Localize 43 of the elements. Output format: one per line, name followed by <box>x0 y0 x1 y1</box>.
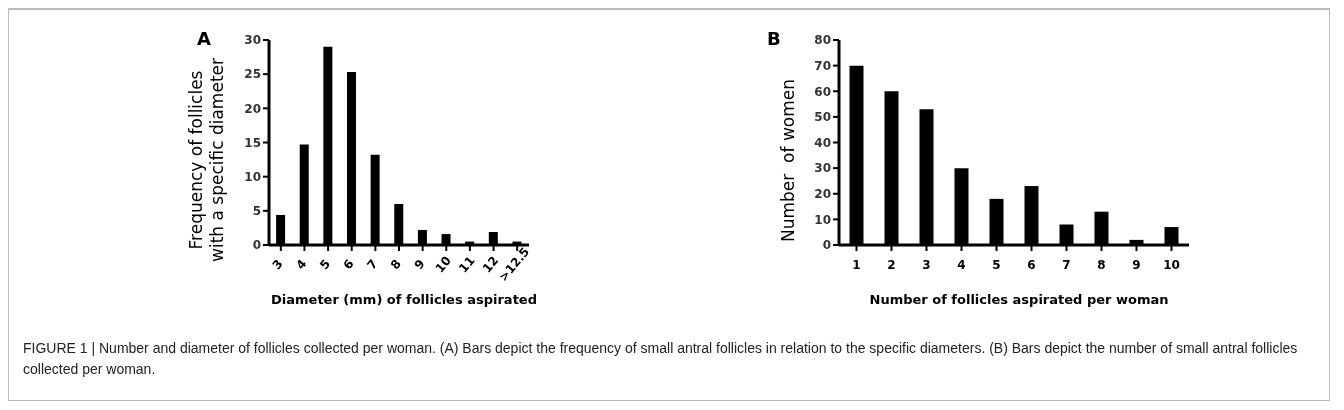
x-tick-label: 8 <box>387 256 404 273</box>
x-tick-label: 7 <box>364 256 381 273</box>
x-tick-label: 8 <box>1097 258 1106 272</box>
y-tick-label: 20 <box>244 101 261 116</box>
x-tick-label: 9 <box>411 256 428 273</box>
y-axis-title: Frequency of follicles with a specific diameter <box>186 58 228 262</box>
x-tick-label: 10 <box>432 253 454 276</box>
y-tick-label: 15 <box>244 135 261 150</box>
x-tick-label: 4 <box>957 258 966 272</box>
y-tick-label: 80 <box>814 33 831 48</box>
y-tick-label: 20 <box>814 187 831 202</box>
y-tick-label: 70 <box>814 58 831 73</box>
y-tick-label: 10 <box>814 212 831 227</box>
x-tick-label: 6 <box>340 256 357 273</box>
chart-title: B <box>767 28 781 49</box>
x-tick-label: 6 <box>1027 258 1036 272</box>
y-tick-label: 0 <box>252 238 261 253</box>
x-tick-label: 11 <box>456 253 478 276</box>
x-axis-title: Number of follicles aspirated per woman <box>868 292 1170 307</box>
x-tick-label: 4 <box>293 256 310 273</box>
x-tick-label: 7 <box>1062 258 1071 272</box>
x-tick-label: 12 <box>479 253 502 276</box>
y-tick-label: 40 <box>814 135 831 150</box>
y-tick-label: 30 <box>814 161 831 176</box>
x-tick-label: 5 <box>992 258 1001 272</box>
chart-title: A <box>197 28 211 49</box>
x-tick-label: 5 <box>316 256 334 273</box>
x-axis-title: Diameter (mm) of follicles aspirated <box>270 292 538 307</box>
y-tick-label: 5 <box>252 204 261 219</box>
y-tick-label: 25 <box>244 67 261 82</box>
caption: FIGURE 1 | Number and diameter of follicles collected per woman. (A) Bars depict the frequency of small antral follicles in relation to the specific diameters. (B) Bars depict the number of small antral follicles collected per woman. <box>23 339 1299 379</box>
y-axis-title: Number of women <box>777 78 799 242</box>
y-tick-label: 60 <box>814 84 831 99</box>
x-tick-label: 1 <box>852 258 861 272</box>
x-tick-label: 3 <box>269 256 286 273</box>
x-tick-label: 9 <box>1132 258 1141 272</box>
y-tick-label: 10 <box>244 169 261 184</box>
x-tick-label: 10 <box>1163 258 1180 272</box>
y-tick-label: 0 <box>822 238 831 253</box>
x-tick-label: 3 <box>922 258 931 272</box>
y-tick-label: 50 <box>814 110 831 125</box>
x-tick-label: 2 <box>887 258 896 272</box>
y-tick-label: 30 <box>244 33 261 48</box>
